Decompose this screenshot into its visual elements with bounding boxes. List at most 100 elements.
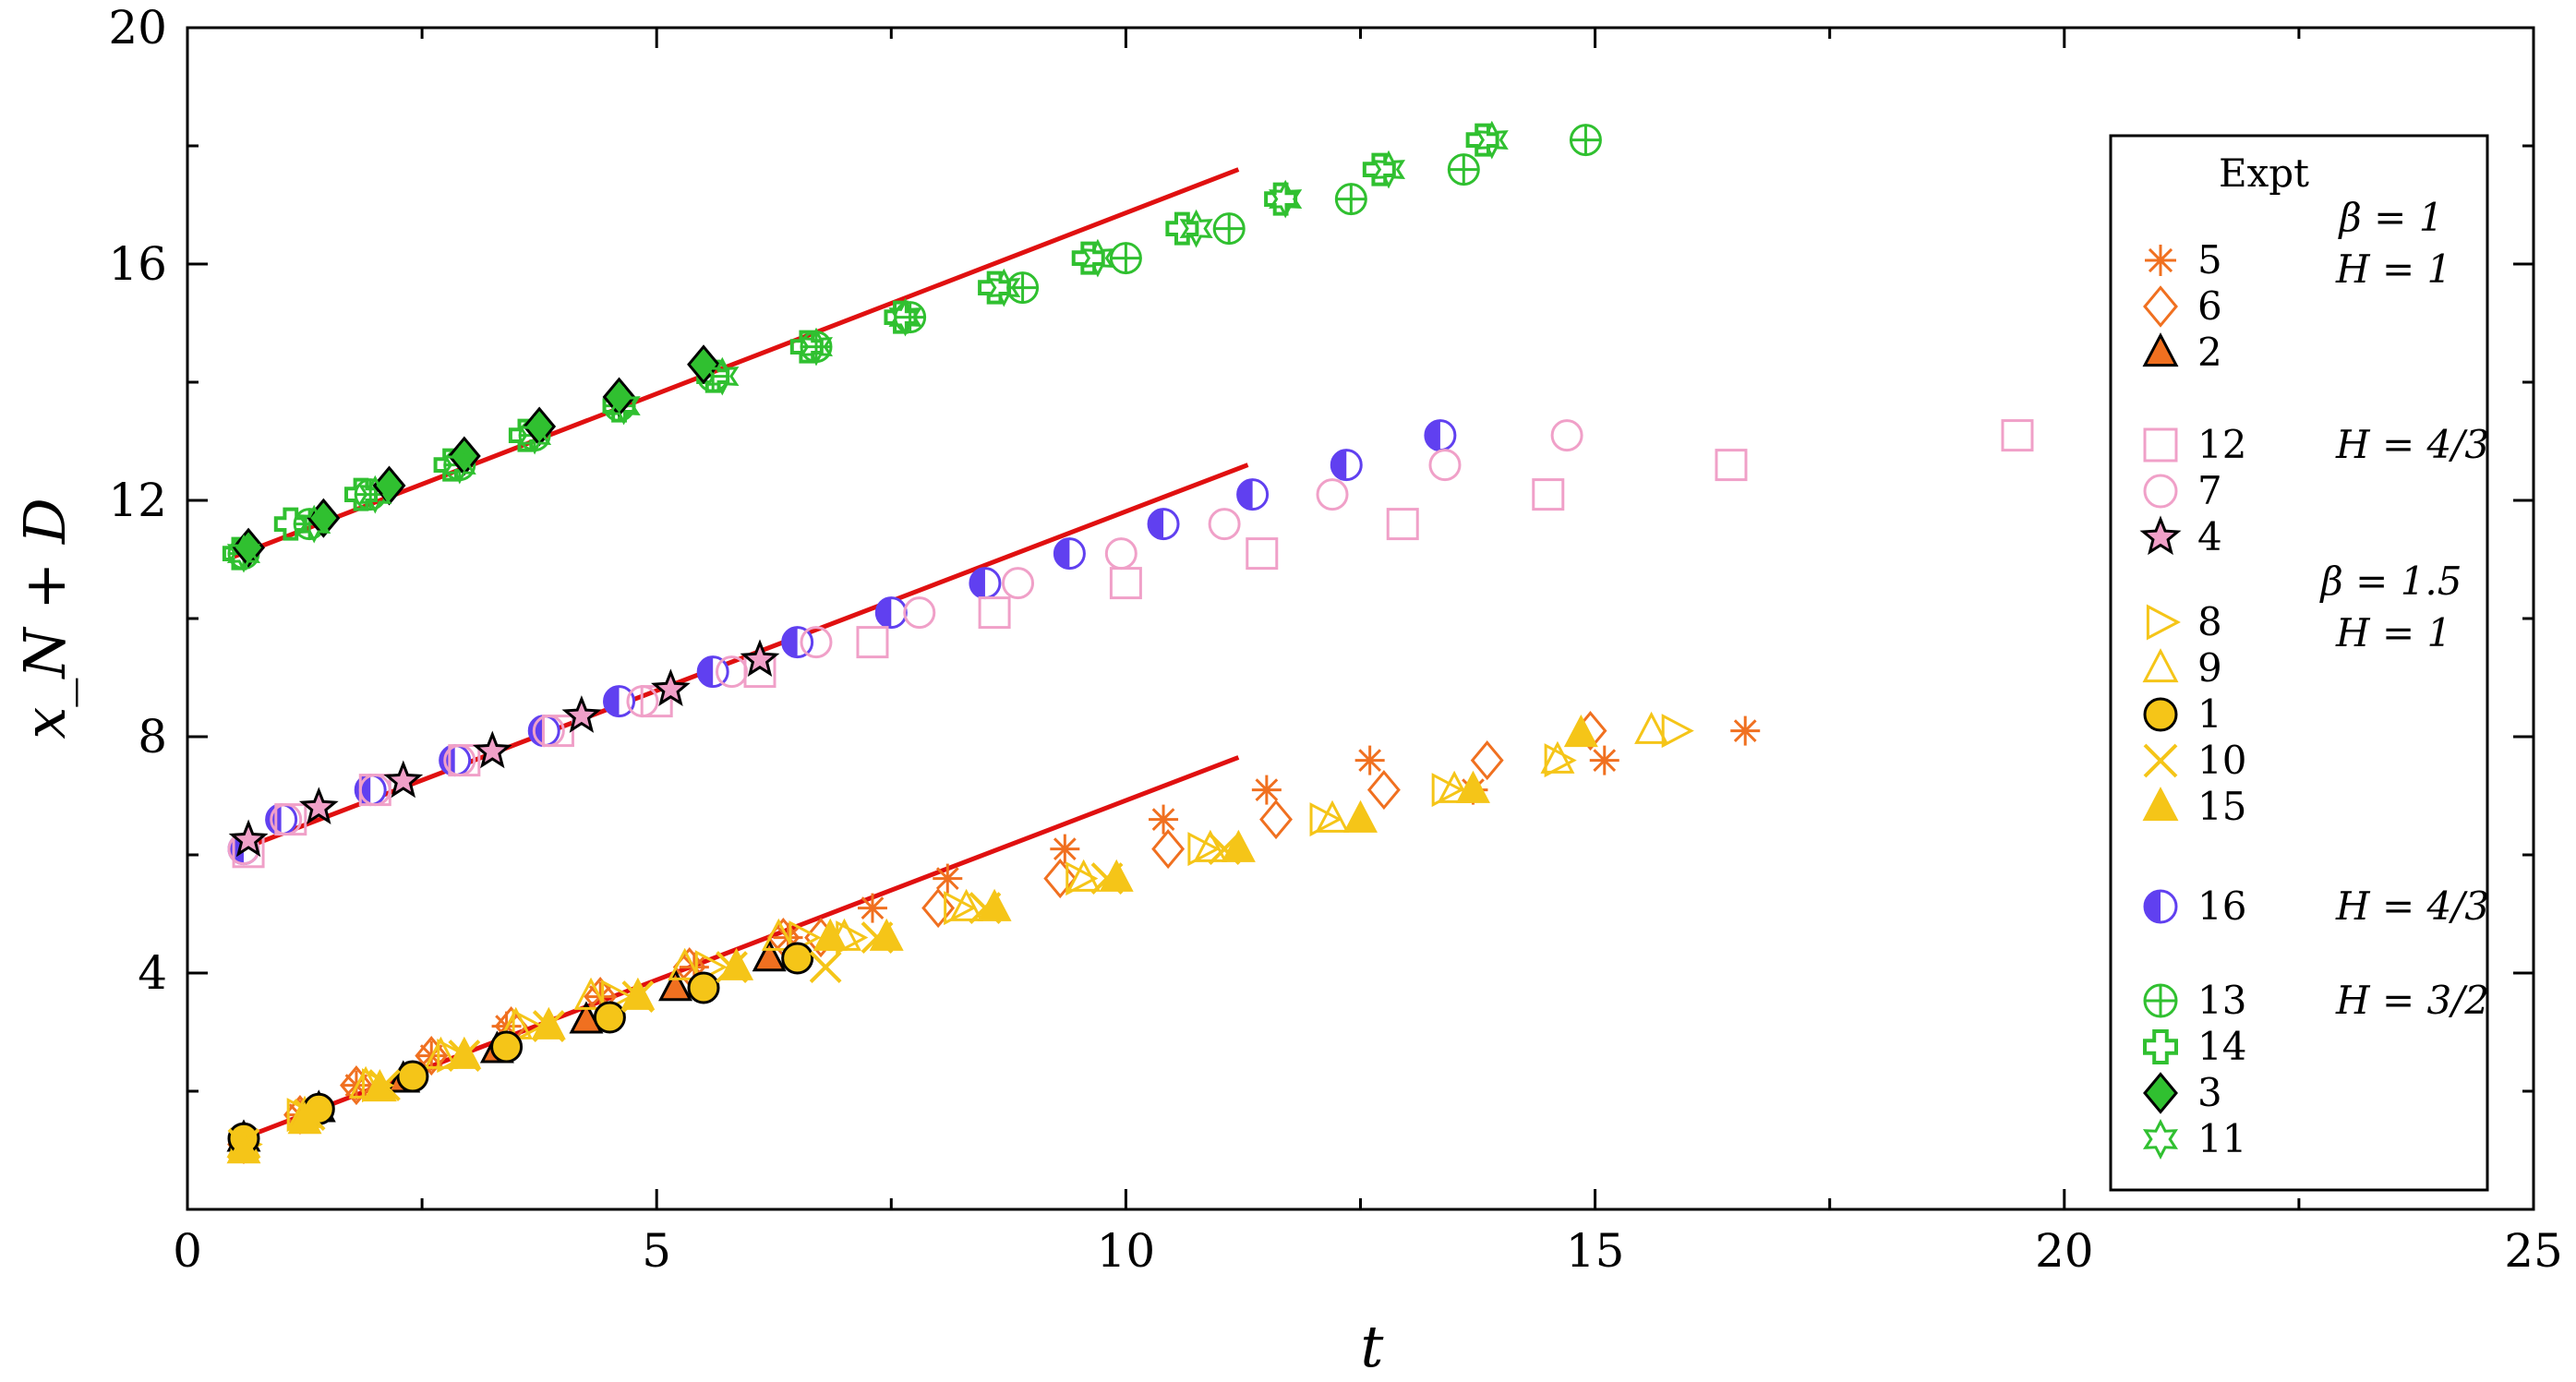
data-point: [1221, 829, 1256, 862]
legend-entry-label: 5: [2197, 237, 2222, 282]
legend-marker-6: [2143, 285, 2178, 328]
data-point: [1066, 859, 1101, 892]
data-point: [2001, 419, 2034, 452]
data-point: [448, 744, 481, 777]
data-point: [490, 1030, 524, 1064]
data-point: [1104, 537, 1138, 571]
data-point: [789, 330, 824, 364]
axis-ticks: [186, 26, 2535, 1209]
data-point: [1428, 449, 1462, 482]
data-point: [415, 1036, 449, 1076]
data-point: [1634, 711, 1669, 744]
data-point: [1212, 212, 1246, 246]
legend-entry-label: 14: [2197, 1024, 2246, 1069]
data-point: [298, 787, 339, 825]
data-point: [1109, 567, 1142, 600]
data-point: [396, 1060, 429, 1093]
data-point: [752, 939, 787, 972]
data-point: [977, 888, 1012, 921]
data-point: [781, 942, 814, 975]
data-point: [1053, 537, 1086, 571]
data-point: [1715, 449, 1748, 482]
data-point: [1540, 740, 1575, 774]
data-point: [1187, 832, 1221, 867]
data-point: [620, 977, 656, 1010]
data-point: [1080, 238, 1115, 278]
data-point: [1589, 745, 1619, 775]
data-point: [1236, 478, 1270, 511]
data-point: [1109, 242, 1142, 275]
y-tick-label: 8: [138, 710, 167, 763]
data-point: [1447, 153, 1480, 186]
x-tick-label: 25: [2504, 1224, 2563, 1278]
data-point: [1316, 478, 1349, 511]
data-point: [1366, 770, 1401, 811]
legend-marker-1: [2143, 697, 2178, 732]
data-point: [716, 655, 749, 689]
x-tick-label: 0: [173, 1224, 202, 1278]
legend-entry-label: 10: [2197, 738, 2246, 783]
data-point: [799, 327, 834, 367]
data-point: [1424, 419, 1457, 452]
data-point: [944, 891, 977, 926]
data-point: [274, 803, 307, 836]
data-point: [668, 947, 703, 980]
data-point: [651, 668, 691, 707]
series-9: [226, 711, 1669, 1158]
series-12: [232, 419, 2034, 869]
data-point: [226, 1131, 261, 1164]
data-point: [740, 639, 780, 678]
data-point: [696, 655, 729, 689]
series-5: [228, 715, 1761, 1160]
data-point: [921, 888, 956, 929]
data-point: [856, 626, 889, 659]
legend-marker-5: [2145, 245, 2176, 276]
legend-marker-2: [2142, 332, 2179, 367]
legend-marker-4: [2139, 515, 2182, 556]
legend-entry-label: 7: [2197, 468, 2222, 513]
data-point: [1099, 859, 1134, 892]
legend-marker-9: [2142, 648, 2179, 683]
data-point: [894, 301, 927, 334]
data-point: [903, 596, 936, 630]
data-point: [949, 888, 984, 921]
data-point: [1259, 799, 1293, 840]
data-point: [1149, 804, 1179, 835]
legend-sub-label: H = 1: [2335, 246, 2451, 292]
y-tick-label: 16: [108, 237, 167, 291]
legend-marker-10: [2143, 743, 2178, 778]
data-point: [1455, 770, 1490, 803]
legend-title: Expt: [2219, 150, 2309, 196]
legend-sub-label: H = 4/3: [2335, 883, 2489, 929]
legend-sub-label: H = 3/2: [2335, 978, 2489, 1023]
data-point: [607, 386, 641, 426]
data-series: [222, 120, 2034, 1165]
data-point: [1050, 834, 1080, 864]
data-point: [1362, 152, 1396, 186]
data-point: [226, 534, 261, 573]
data-point: [472, 730, 512, 769]
data-point: [287, 1101, 322, 1135]
y-tick-label: 12: [108, 474, 167, 527]
data-point: [358, 774, 391, 807]
data-point: [933, 863, 963, 894]
legend-entry-label: 1: [2197, 691, 2222, 737]
data-point: [1309, 802, 1342, 837]
data-point: [1563, 714, 1598, 748]
data-point: [1475, 120, 1509, 160]
data-point: [1437, 770, 1472, 803]
data-point: [603, 685, 636, 718]
legend-marker-7: [2143, 474, 2178, 509]
data-point: [781, 626, 814, 659]
data-point: [1550, 419, 1583, 452]
data-point: [658, 968, 693, 1002]
data-point: [232, 527, 266, 568]
series-15: [226, 714, 1598, 1164]
data-point: [593, 1001, 626, 1034]
x-tick-label: 15: [1566, 1224, 1625, 1278]
data-point: [1071, 241, 1105, 275]
data-point: [1151, 829, 1186, 870]
series-11: [226, 120, 1509, 573]
data-point: [1002, 567, 1035, 600]
